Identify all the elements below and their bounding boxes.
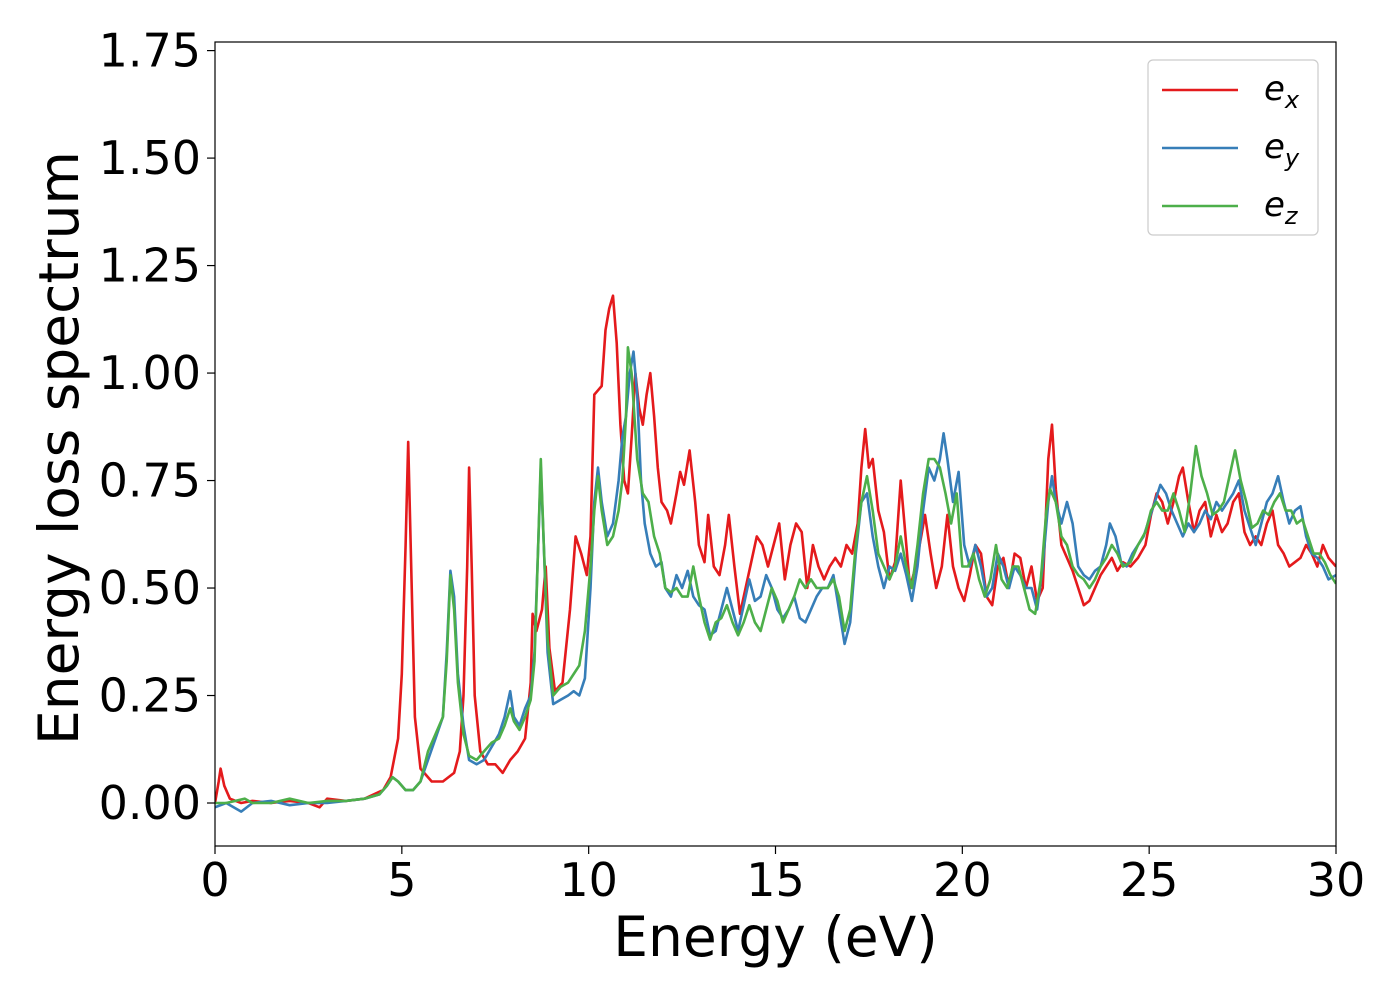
y-tick-label: 0.25: [99, 669, 201, 723]
x-tick-label: 20: [933, 853, 992, 907]
legend: ex ey ez: [1147, 59, 1319, 236]
x-tick-label: 10: [559, 853, 618, 907]
y-axis-label: Energy loss spectrum: [27, 151, 91, 745]
y-tick-label: 1.50: [99, 131, 201, 185]
series-layer: [215, 294, 1336, 813]
y-tick-label: 1.75: [99, 24, 201, 78]
x-tick-label: 15: [746, 853, 805, 907]
y-tick-label: 0.00: [99, 776, 201, 830]
series-line-x: [215, 294, 1336, 809]
y-tick-label: 1.00: [99, 346, 201, 400]
series-line-y: [215, 350, 1336, 813]
legend-label-y: ey: [1264, 127, 1300, 172]
series-line-z: [215, 345, 1336, 805]
plot-frame: [214, 41, 1337, 847]
tick-layer: 0 5 10 15 20 25 30 0.00 0.25 0.50 0.75 1.00 1.25 1.50…: [99, 24, 1366, 907]
y-tick-label: 0.50: [99, 561, 201, 615]
y-tick-label: 0.75: [99, 454, 201, 508]
y-tick-label: 1.25: [99, 239, 201, 293]
x-tick-label: 25: [1120, 853, 1179, 907]
x-tick-label: 30: [1307, 853, 1366, 907]
legend-label-x: ex: [1264, 69, 1300, 114]
x-tick-label: 0: [200, 853, 229, 907]
x-axis-label: Energy (eV): [613, 905, 937, 969]
x-tick-label: 5: [387, 853, 416, 907]
legend-label-z: ez: [1264, 185, 1299, 230]
